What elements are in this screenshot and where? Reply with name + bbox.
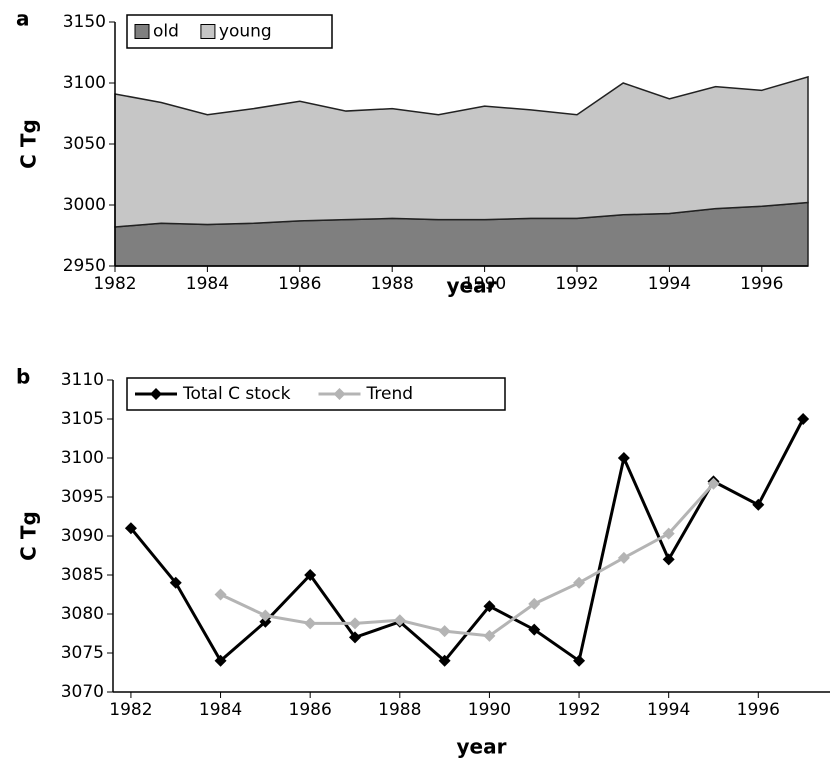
line: [219, 482, 715, 638]
marker: [438, 654, 451, 667]
x-tick-label: 1990: [468, 700, 511, 720]
x-tick-label: 1986: [278, 274, 321, 294]
marker: [348, 631, 361, 644]
x-axis-title: year: [457, 735, 507, 759]
marker: [617, 551, 630, 564]
y-tick-label: 3095: [61, 487, 104, 507]
panel-label: b: [16, 365, 30, 389]
y-tick-label: 3110: [61, 370, 104, 390]
x-tick-label: 1992: [557, 700, 600, 720]
marker: [304, 569, 317, 581]
panel-label: a: [16, 7, 30, 31]
marker: [214, 588, 227, 601]
marker: [348, 617, 361, 630]
x-tick-label: 1988: [378, 700, 421, 720]
legend-box: [126, 14, 333, 49]
marker: [528, 597, 541, 610]
marker: [304, 617, 317, 630]
x-tick-label: 1984: [186, 274, 229, 294]
marker: [259, 615, 272, 628]
area: [114, 75, 809, 228]
marker: [617, 452, 630, 464]
marker: [169, 576, 182, 589]
x-tick-label: 1996: [740, 274, 783, 294]
legend-marker: [333, 388, 346, 400]
x-tick-label: 1994: [647, 700, 690, 720]
x-tick-label: 1992: [555, 274, 598, 294]
y-tick-label: 3100: [61, 448, 104, 468]
legend-box: [126, 377, 506, 411]
legend-label: old: [153, 22, 179, 42]
marker: [797, 413, 810, 425]
y-tick-label: 3070: [61, 682, 104, 702]
marker: [573, 576, 586, 589]
y-axis-title: C Tg: [17, 511, 41, 561]
y-tick-label: 3100: [63, 73, 106, 93]
marker: [259, 609, 272, 622]
y-tick-label: 3105: [61, 409, 104, 429]
x-tick-label: 1990: [463, 274, 506, 294]
legend-swatch: [134, 24, 150, 39]
marker: [393, 614, 406, 627]
marker: [752, 498, 765, 511]
y-tick-label: 3075: [61, 643, 104, 663]
y-tick-label: 3090: [61, 526, 104, 546]
x-tick-label: 1996: [737, 700, 780, 720]
legend-label: Total C stock: [182, 384, 291, 404]
y-tick-label: 3050: [63, 134, 106, 154]
y-tick-label: 3000: [63, 195, 106, 215]
marker: [214, 654, 227, 667]
y-tick-label: 3150: [63, 12, 106, 32]
marker: [483, 600, 496, 613]
y-tick-label: 3080: [61, 604, 104, 624]
x-axis-title: year: [447, 274, 497, 298]
marker: [662, 527, 675, 540]
line: [129, 418, 805, 664]
marker: [707, 477, 720, 490]
x-tick-label: 1994: [648, 274, 691, 294]
x-tick-label: 1982: [109, 700, 152, 720]
marker: [528, 623, 541, 636]
marker: [124, 522, 137, 535]
y-tick-label: 3085: [61, 565, 104, 585]
x-tick-label: 1988: [371, 274, 414, 294]
x-tick-label: 1986: [289, 700, 332, 720]
y-axis-title: C Tg: [17, 119, 41, 169]
legend-label: young: [219, 22, 272, 42]
x-tick-label: 1984: [199, 700, 242, 720]
marker: [483, 629, 496, 642]
legend-marker: [150, 388, 162, 400]
marker: [573, 654, 586, 667]
legend-label: Trend: [366, 384, 414, 404]
y-tick-label: 2950: [63, 256, 106, 276]
marker: [438, 625, 451, 638]
marker: [662, 553, 675, 566]
legend-swatch: [200, 24, 216, 39]
x-tick-label: 1982: [93, 274, 136, 294]
